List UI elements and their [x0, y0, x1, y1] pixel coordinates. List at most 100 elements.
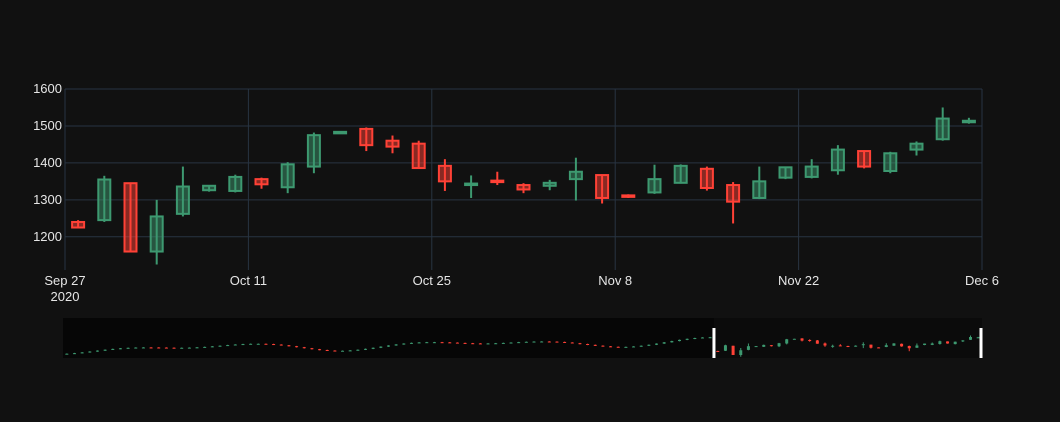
candle[interactable] [411, 140, 426, 170]
y-tick-label: 1500 [33, 118, 62, 133]
candle[interactable] [961, 117, 976, 124]
candle[interactable] [542, 179, 557, 191]
candle[interactable] [123, 182, 138, 253]
mini-candle [279, 344, 283, 346]
mini-candle [785, 338, 789, 345]
mini-candle-body [486, 343, 490, 345]
candle[interactable] [935, 107, 950, 141]
candle-body [778, 166, 793, 179]
candle[interactable] [97, 175, 112, 222]
mini-candle [233, 344, 237, 346]
candle[interactable] [280, 162, 295, 194]
mini-candle [662, 342, 666, 344]
mini-candle-body [187, 347, 191, 349]
mini-candle [616, 346, 620, 348]
mini-candle [831, 344, 835, 348]
mini-candle-body [532, 341, 536, 343]
candle[interactable] [595, 174, 610, 204]
mini-candle-body [524, 341, 528, 343]
candle[interactable] [228, 174, 243, 193]
mini-candle-body [80, 352, 84, 354]
rangeslider-right-handle[interactable] [979, 328, 983, 358]
mini-candle-body [877, 347, 881, 349]
candle[interactable] [254, 177, 269, 189]
rangeslider-left-handle[interactable] [712, 328, 716, 358]
mini-candle [838, 344, 842, 347]
mini-candle [578, 342, 582, 345]
candle-body [883, 152, 898, 173]
mini-candle-body [746, 346, 750, 350]
mini-candle-body [900, 343, 904, 347]
candle[interactable] [175, 166, 190, 217]
candle[interactable] [306, 132, 321, 174]
mini-candle-body [953, 341, 957, 345]
mini-candle-body [509, 342, 513, 344]
mini-candle-body [95, 350, 99, 352]
candle[interactable] [516, 183, 531, 194]
mini-candle [670, 340, 674, 343]
candle-body [490, 179, 505, 184]
mini-candle-body [341, 350, 345, 352]
candle[interactable] [804, 159, 819, 179]
mini-candle [884, 343, 888, 348]
mini-candle [440, 341, 444, 344]
candle[interactable] [333, 130, 348, 135]
x-tick-label: Nov 8 [598, 273, 632, 288]
mini-candle [356, 349, 360, 351]
mini-candle [218, 345, 222, 347]
mini-candle [325, 349, 329, 351]
mini-candle-body [716, 351, 720, 352]
candle[interactable] [202, 184, 217, 192]
candle-body [149, 215, 164, 253]
candle-body [175, 185, 190, 215]
candle[interactable] [673, 164, 688, 184]
mini-candle [961, 340, 965, 342]
mini-candle [134, 347, 138, 349]
mini-candle [586, 343, 590, 346]
mini-candle-body [609, 346, 613, 348]
mini-candle-body [815, 340, 819, 344]
mini-candle [333, 350, 337, 352]
candle[interactable] [149, 199, 164, 265]
candle[interactable] [857, 150, 872, 169]
candle[interactable] [621, 194, 636, 198]
mini-candle-body [938, 341, 942, 344]
mini-candle-body [264, 343, 268, 345]
candle[interactable] [647, 164, 662, 194]
mini-candle-body [731, 345, 735, 355]
mini-candle-body [578, 343, 582, 345]
mini-candle [417, 342, 421, 344]
mini-candle-body [655, 343, 659, 345]
mini-candle-body [854, 345, 858, 347]
mini-candle-body [846, 346, 850, 347]
candle[interactable] [385, 135, 400, 154]
candle[interactable] [752, 166, 767, 200]
mini-candle [486, 343, 490, 345]
mini-candle-body [455, 342, 459, 344]
mini-candle [302, 346, 306, 349]
mini-candle-body [785, 339, 789, 344]
candle[interactable] [490, 171, 505, 186]
mini-candle-body [249, 343, 253, 345]
candle[interactable] [359, 127, 374, 152]
candle[interactable] [883, 151, 898, 174]
candle[interactable] [464, 175, 479, 198]
mini-candle-body [417, 342, 421, 344]
range-slider[interactable] [63, 318, 983, 358]
mini-candle [846, 345, 850, 348]
mini-candle-body [861, 344, 865, 346]
mini-candle [195, 347, 199, 349]
candle-body [830, 148, 845, 172]
mini-candle [731, 345, 735, 355]
candle[interactable] [699, 166, 714, 191]
candle[interactable] [909, 141, 924, 156]
mini-candle [172, 347, 176, 349]
candle[interactable] [437, 159, 452, 191]
mini-candle [693, 337, 697, 340]
candle[interactable] [778, 166, 793, 180]
candle[interactable] [830, 145, 845, 175]
main-plot-area[interactable] [64, 88, 983, 270]
candle[interactable] [726, 182, 741, 224]
candle[interactable] [71, 220, 86, 229]
candle[interactable] [568, 157, 583, 201]
